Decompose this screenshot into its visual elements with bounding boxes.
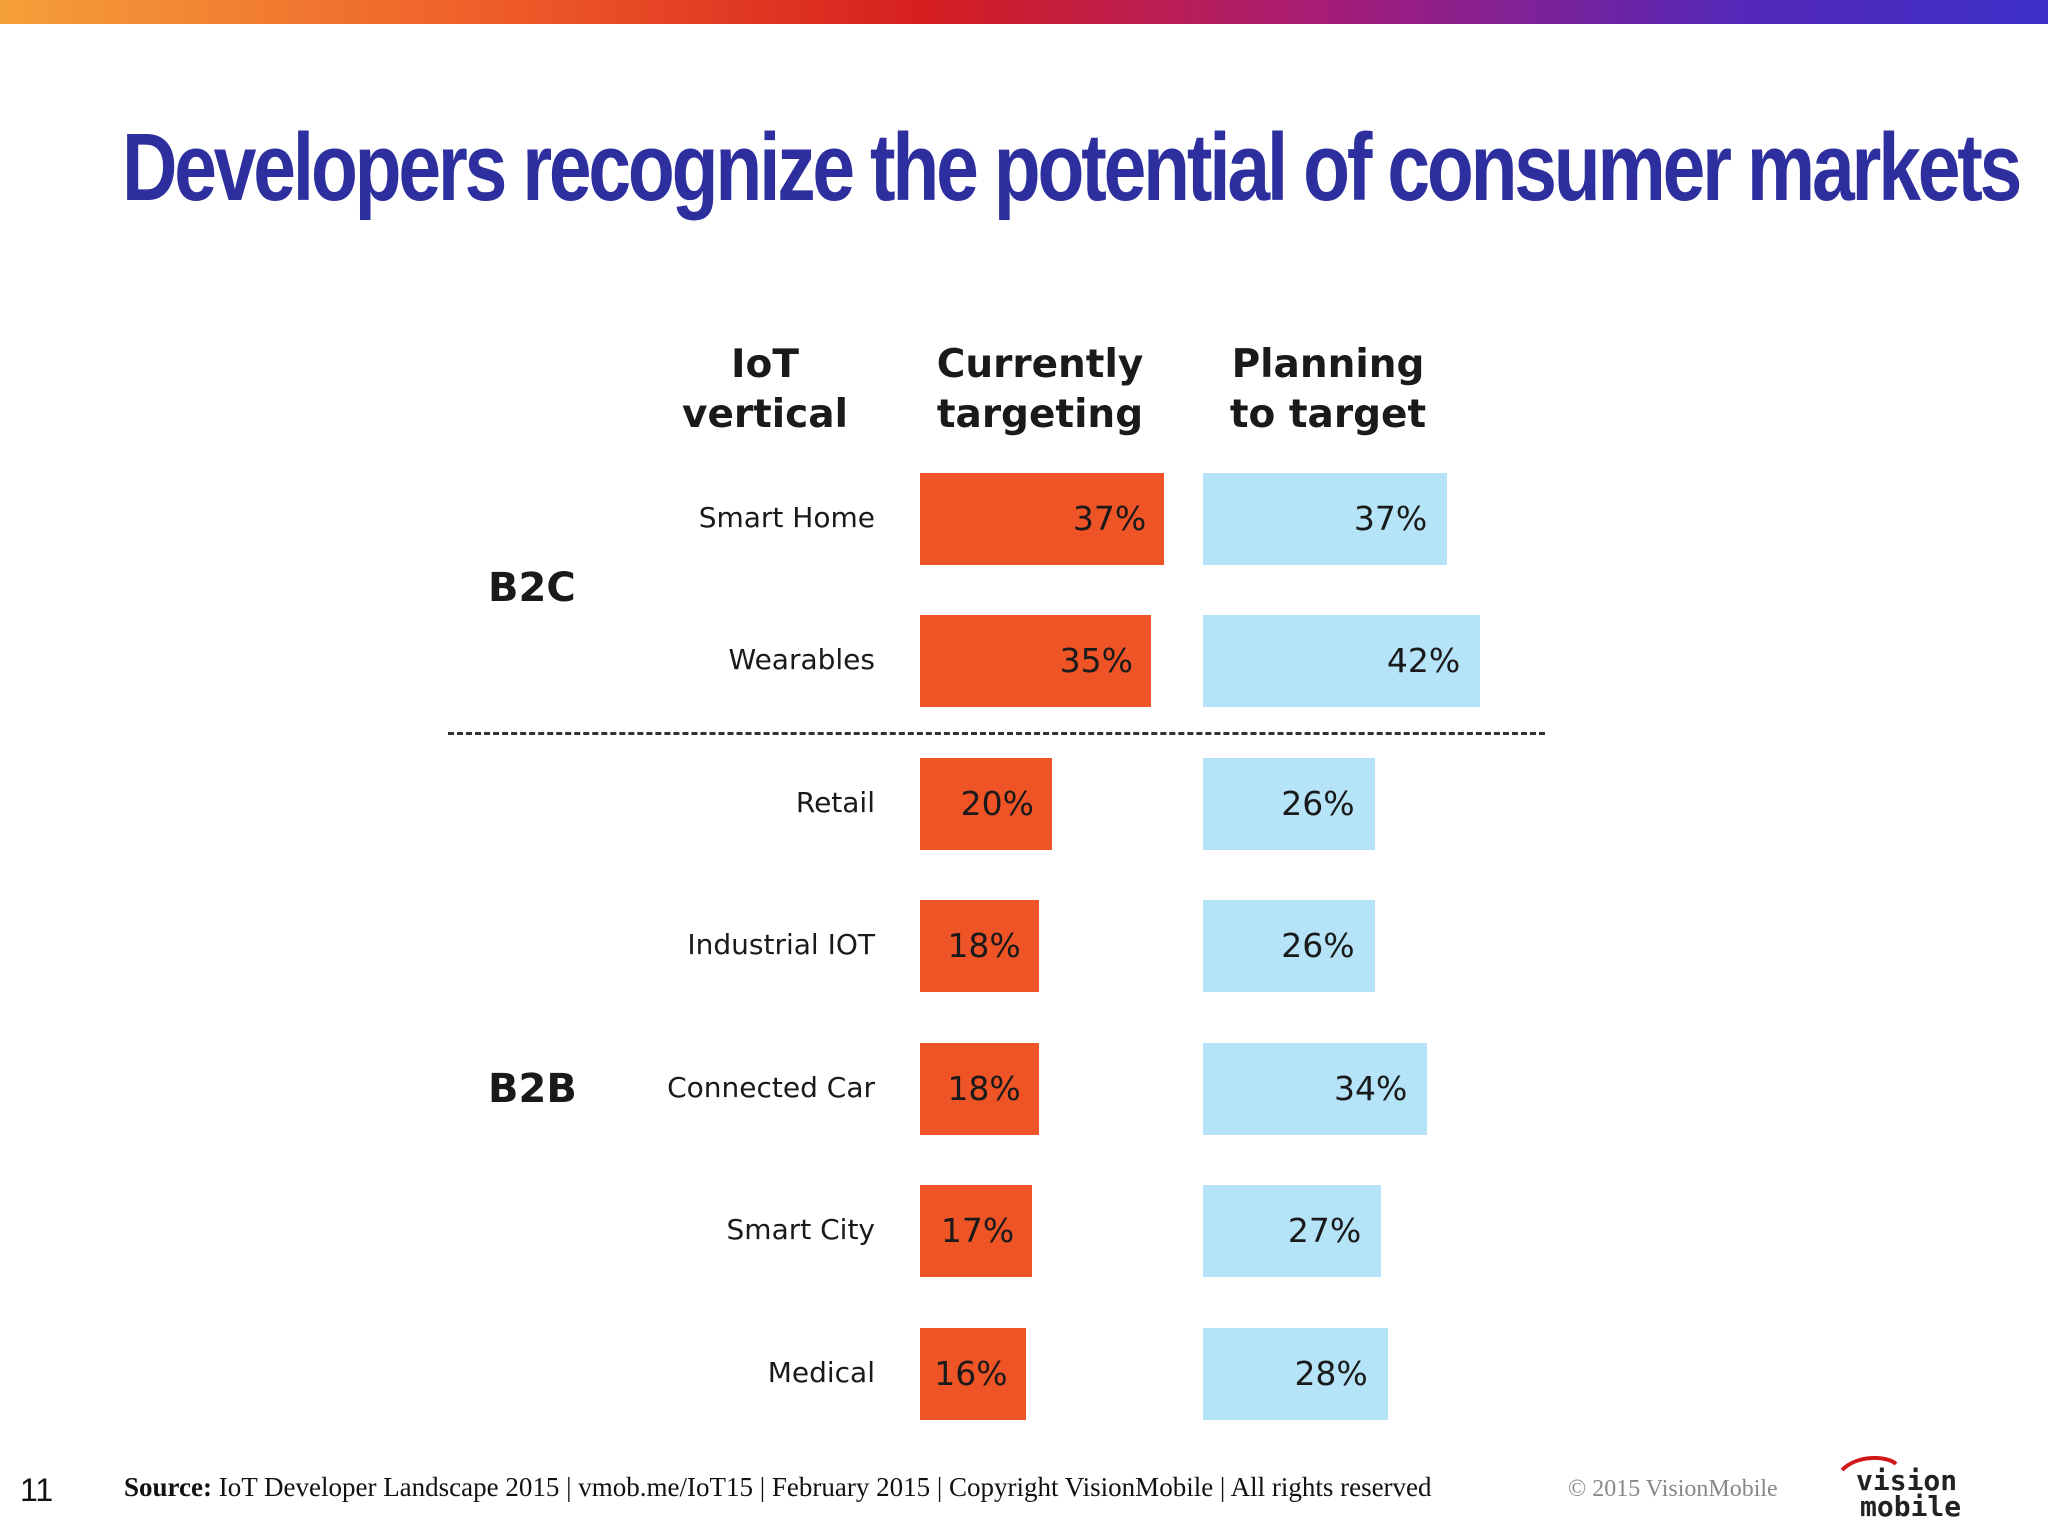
bar-current-connected-car xyxy=(920,1043,1039,1135)
value-planning-industrial-iot: 26% xyxy=(1281,926,1355,965)
value-planning-connected-car: 34% xyxy=(1334,1069,1408,1108)
value-current-smart-city: 17% xyxy=(940,1211,1015,1250)
row-label-industrial-iot: Industrial IOT xyxy=(687,928,875,961)
bar-planning-retail xyxy=(1203,758,1375,850)
source-label: Source: xyxy=(124,1472,212,1502)
row-label-connected-car: Connected Car xyxy=(667,1071,875,1104)
value-current-medical: 16% xyxy=(934,1354,1008,1393)
value-planning-retail: 26% xyxy=(1281,784,1355,823)
bar-current-smart-home xyxy=(920,473,1165,565)
bar-planning-medical xyxy=(1203,1328,1388,1420)
header-planning-to-target: Planning to target xyxy=(1229,342,1427,437)
row-label-medical: Medical xyxy=(767,1356,875,1389)
visionmobile-logo: vision mobile xyxy=(1840,1456,1961,1522)
logo-text-vision: vision xyxy=(1856,1464,1957,1497)
value-current-wearables: 35% xyxy=(1059,641,1133,680)
bar-planning-smart-home xyxy=(1203,473,1448,565)
value-current-smart-home: 37% xyxy=(1072,499,1147,538)
header-iot-vertical: IoT vertical xyxy=(682,342,848,437)
row-label-retail: Retail xyxy=(795,786,875,819)
value-current-connected-car: 18% xyxy=(947,1069,1021,1108)
bar-current-retail xyxy=(920,758,1052,850)
bar-current-medical xyxy=(920,1328,1026,1420)
value-planning-smart-city: 27% xyxy=(1287,1211,1362,1250)
value-current-retail: 20% xyxy=(960,784,1034,823)
header-currently-targeting: Currently targeting xyxy=(936,342,1144,437)
bar-planning-connected-car xyxy=(1203,1043,1428,1135)
group-label-b2b: B2B xyxy=(488,1066,577,1112)
source-text: IoT Developer Landscape 2015 | vmob.me/I… xyxy=(212,1472,1432,1502)
bar-planning-industrial-iot xyxy=(1203,900,1375,992)
bar-current-smart-city xyxy=(920,1185,1033,1277)
group-label-b2c: B2C xyxy=(488,565,576,611)
logo-swoosh xyxy=(1840,1456,1898,1472)
bar-current-industrial-iot xyxy=(920,900,1039,992)
footer-source: Source: IoT Developer Landscape 2015 | v… xyxy=(124,1472,1432,1503)
value-current-industrial-iot: 18% xyxy=(947,926,1021,965)
slide-title: Developers recognize the potential of co… xyxy=(122,114,2022,221)
row-label-smart-home: Smart Home xyxy=(698,501,875,534)
row-label-smart-city: Smart City xyxy=(726,1213,875,1246)
value-planning-wearables: 42% xyxy=(1386,641,1461,680)
bar-planning-wearables xyxy=(1203,615,1481,707)
footer-copyright: © 2015 VisionMobile xyxy=(1568,1476,1778,1502)
page-number: 11 xyxy=(20,1472,54,1508)
top-gradient-bar xyxy=(0,0,2048,24)
bar-planning-smart-city xyxy=(1203,1185,1382,1277)
logo-text-mobile: mobile xyxy=(1860,1490,1961,1522)
value-planning-medical: 28% xyxy=(1294,1354,1368,1393)
row-label-wearables: Wearables xyxy=(728,643,875,676)
b2c-b2b-divider xyxy=(448,732,1545,735)
value-planning-smart-home: 37% xyxy=(1353,499,1428,538)
bar-current-wearables xyxy=(920,615,1151,707)
